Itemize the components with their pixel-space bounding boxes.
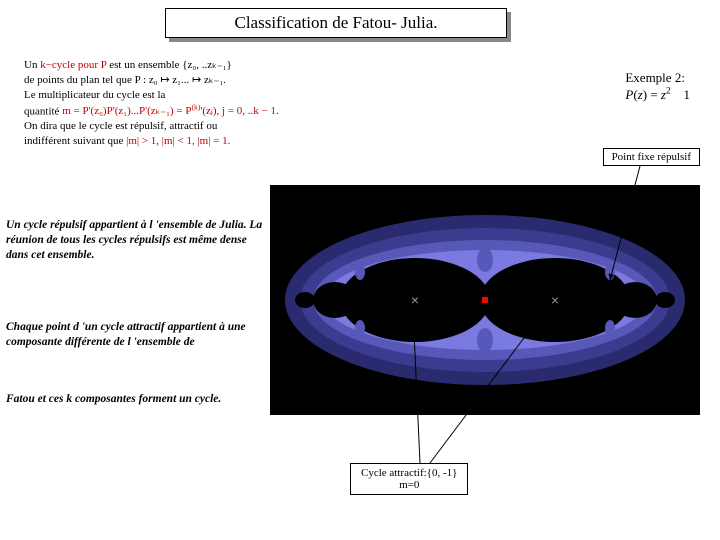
title-box: Classification de Fatou- Julia. (165, 8, 507, 38)
pointfixe-label: Point fixe répulsif (612, 151, 691, 163)
svg-text:×: × (411, 292, 419, 308)
example-block: Exemple 2: P(z) = z2 1 (625, 70, 690, 103)
cyclebox-line1: Cycle attractif:{0, -1} (361, 467, 457, 479)
svg-text:×: × (551, 292, 559, 308)
example-formula: P(z) = z2 1 (625, 87, 690, 102)
cyclebox-line2: m=0 (399, 479, 419, 491)
def-line4-pre: quantité (24, 105, 62, 117)
def-kcycle: k−cycle pour P (40, 59, 106, 71)
def-line2: de points du plan tel que P : z₀ ↦ z₁...… (24, 74, 226, 86)
pointfixe-box: Point fixe répulsif (603, 148, 700, 166)
def-mformula: m = P'(z₀)P'(z₁)...P'(zₖ₋₁) = P(k)'(zⱼ),… (62, 105, 279, 117)
def-line1-pre: Un (24, 59, 40, 71)
def-mformula-a: m = P'(z₀)P'(z₁)...P'(zₖ₋₁) = P (62, 105, 191, 117)
title-text: Classification de Fatou- Julia. (234, 13, 437, 32)
statement-repulsive: Un cycle répulsif appartient à l 'ensemb… (6, 218, 271, 263)
example-label: Exemple 2: (625, 70, 685, 85)
def-line5: On dira que le cycle est répulsif, attra… (24, 120, 217, 132)
def-line6-pre: indifférent suivant que (24, 135, 126, 147)
cycle-box: Cycle attractif:{0, -1} m=0 (350, 463, 468, 495)
def-line3: Le multiplicateur du cycle est la (24, 89, 165, 101)
statement-fatou: Fatou et ces k composantes forment un cy… (6, 393, 306, 405)
def-mformula-b: '(zⱼ), j = 0, ..k − 1. (200, 105, 278, 117)
definition-block: Un k−cycle pour P est un ensemble {z₀, .… (24, 58, 484, 149)
def-line6-mid: |m| > 1, |m| < 1, |m| = 1. (126, 135, 230, 147)
fractal-image: × × (270, 185, 700, 415)
def-line1-post: est un ensemble {z₀, ..zₖ₋₁} (106, 59, 231, 71)
statement-attractive: Chaque point d 'un cycle attractif appar… (6, 320, 271, 350)
